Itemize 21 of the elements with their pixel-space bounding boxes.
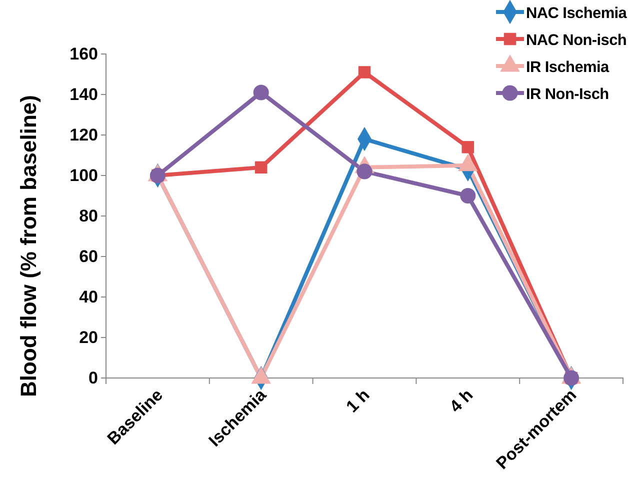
y-tick-label: 120 — [70, 125, 98, 144]
legend-label: IR Non-Isch — [526, 86, 609, 103]
point — [358, 66, 371, 78]
point — [253, 84, 269, 100]
y-tick-label: 100 — [70, 166, 98, 185]
y-tick-label: 80 — [79, 206, 98, 226]
point — [254, 161, 268, 174]
x-tick-label: 4 h — [446, 385, 477, 416]
y-tick-label: 60 — [79, 246, 98, 266]
y-tick-label: 0 — [88, 368, 98, 388]
y-tick-label: 160 — [70, 44, 98, 64]
y-tick-label: 40 — [79, 287, 98, 306]
legend-label: NAC Ischemia — [526, 5, 628, 22]
y-tick-label: 140 — [70, 84, 98, 104]
legend-label: IR Ischemia — [526, 59, 610, 76]
legend-label: NAC Non-isch — [526, 32, 627, 49]
y-tick-label: 20 — [79, 328, 98, 347]
y-axis-title: Blood flow (% from baseline) — [16, 95, 41, 397]
x-tick-label: 1 h — [342, 385, 374, 416]
point — [462, 141, 474, 154]
point — [460, 188, 476, 204]
